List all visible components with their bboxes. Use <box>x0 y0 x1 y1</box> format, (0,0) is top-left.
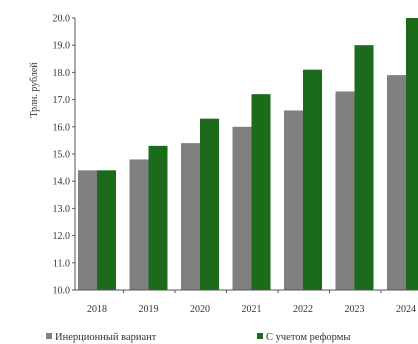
x-tick-label: 2024 <box>396 304 416 315</box>
y-tick-label: 10.0 <box>53 286 71 297</box>
bar-inertial-2018 <box>78 170 97 290</box>
bar-reform-2022 <box>303 69 322 291</box>
bar-reform-2021 <box>251 94 271 290</box>
legend-swatch-inertial <box>46 333 52 339</box>
legend-swatch-reform <box>257 333 263 339</box>
legend-label-inertial: Инерционный вариант <box>55 332 157 343</box>
bar-reform-2019 <box>148 145 168 290</box>
bar-inertial-2023 <box>335 91 355 290</box>
bar-inertial-2020 <box>181 143 200 290</box>
y-tick-label: 13.0 <box>53 204 71 215</box>
bar-reform-2020 <box>200 118 219 290</box>
x-tick-label: 2018 <box>87 304 107 315</box>
x-tick-label: 2019 <box>139 304 159 315</box>
bar-inertial-2024 <box>387 75 406 291</box>
y-axis: 10.0 11.0 12.0 13.0 14.0 15.0 16.0 17.0 18.0 19.0… <box>53 14 76 297</box>
bar-reform-2023 <box>354 45 374 291</box>
x-tick-label: 2020 <box>190 304 210 315</box>
bar-reform-2018 <box>97 170 116 290</box>
y-tick-label: 19.0 <box>53 41 71 52</box>
bar-inertial-2022 <box>284 110 303 290</box>
bars-group <box>78 18 418 291</box>
y-axis-title: Трлн. рублей <box>29 62 40 118</box>
bar-inertial-2019 <box>129 159 149 290</box>
legend-label-reform: С учетом реформы <box>266 332 350 343</box>
y-tick-label: 16.0 <box>53 122 71 133</box>
y-tick-label: 18.0 <box>53 68 71 79</box>
y-tick-label: 20.0 <box>53 14 71 25</box>
y-tick-label: 15.0 <box>53 150 71 161</box>
y-tick-label: 11.0 <box>53 258 70 269</box>
x-tick-label: 2022 <box>293 304 313 315</box>
legend: Инерционный вариант С учетом реформы <box>46 332 350 343</box>
x-axis: 2018 2019 2020 2021 2022 2023 2024 <box>75 289 418 315</box>
x-tick-label: 2021 <box>242 304 262 315</box>
bar-reform-2024 <box>406 18 418 290</box>
y-tick-label: 17.0 <box>53 95 71 106</box>
x-tick-label: 2023 <box>345 304 365 315</box>
y-tick-label: 12.0 <box>53 231 71 242</box>
bar-inertial-2021 <box>232 126 252 290</box>
y-tick-label: 14.0 <box>53 177 71 188</box>
